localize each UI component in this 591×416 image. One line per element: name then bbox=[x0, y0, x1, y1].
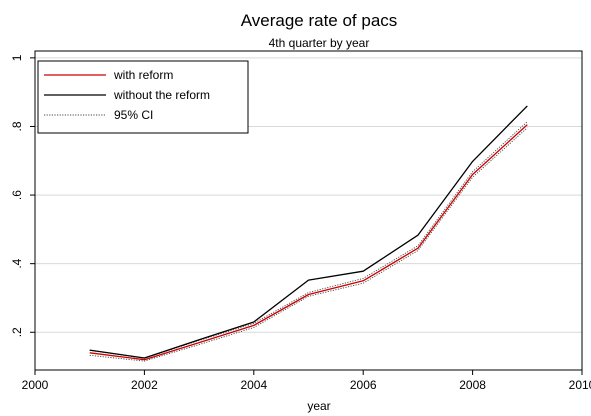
legend-label: without the reform bbox=[113, 88, 210, 102]
y-tick-label: .2 bbox=[10, 327, 24, 337]
x-tick-label: 2002 bbox=[131, 378, 158, 392]
x-tick-label: 2000 bbox=[22, 378, 49, 392]
y-axis: .2 .4 .6 .8 1 bbox=[10, 54, 35, 337]
y-tick-label: 1 bbox=[10, 54, 24, 61]
legend-label: with reform bbox=[113, 68, 173, 82]
plot-frame bbox=[34, 50, 583, 371]
series-lines bbox=[89, 105, 528, 362]
series-line-with-reform bbox=[89, 124, 528, 361]
chart-subtitle: 4th quarter by year bbox=[269, 36, 370, 50]
chart-title: Average rate of pacs bbox=[241, 11, 398, 30]
y-tick-label: .8 bbox=[10, 121, 24, 131]
legend: with reform without the reform 95% CI bbox=[37, 60, 249, 134]
x-tick-label: 2010 bbox=[569, 378, 591, 392]
legend-label: 95% CI bbox=[114, 108, 153, 122]
series-line-ci-1 bbox=[89, 127, 528, 362]
legend-box bbox=[37, 60, 249, 134]
y-tick-label: .6 bbox=[10, 190, 24, 200]
series-line-ci-2 bbox=[89, 121, 528, 359]
x-tick-label: 2008 bbox=[459, 378, 486, 392]
series-line-without-reform bbox=[89, 105, 528, 359]
x-tick-label: 2004 bbox=[240, 378, 267, 392]
x-axis-label: year bbox=[307, 399, 330, 413]
y-tick-label: .4 bbox=[10, 258, 24, 268]
x-tick-label: 2006 bbox=[350, 378, 377, 392]
x-axis: 2000 2002 2004 2006 2008 2010 bbox=[22, 370, 591, 392]
